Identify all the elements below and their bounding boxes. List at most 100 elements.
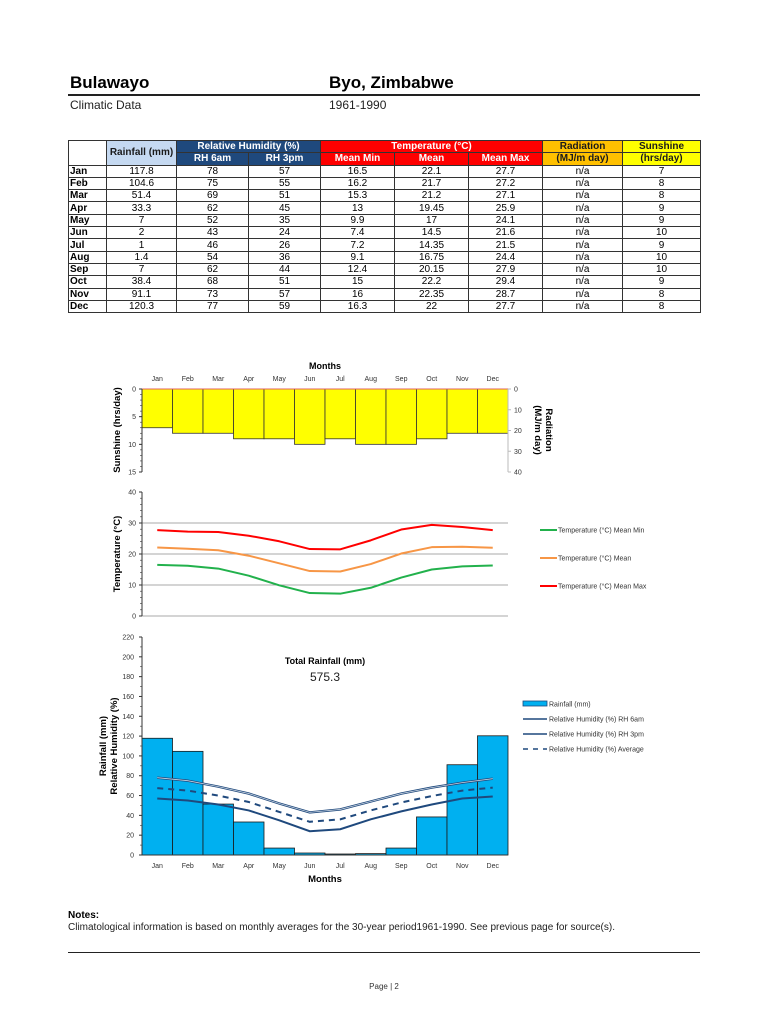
temperature-y-label: Temperature (°C) bbox=[112, 516, 123, 592]
cell-sun: 9 bbox=[622, 201, 702, 215]
sunshine-months-label: Months bbox=[309, 361, 341, 371]
cell-rain: 7 bbox=[106, 213, 177, 228]
rainfall-bar bbox=[202, 803, 234, 856]
svg-text:40: 40 bbox=[514, 470, 522, 477]
sunshine-y-ticks: 0 5 10 15 bbox=[128, 387, 142, 477]
sunshine-bar bbox=[446, 388, 478, 434]
period: 1961-1990 bbox=[329, 98, 387, 112]
sunshine-bar bbox=[416, 388, 448, 440]
legend-item: Relative Humidity (%) RH 3pm bbox=[549, 732, 644, 739]
temperature-line bbox=[157, 523, 493, 551]
rh3pm-line bbox=[157, 795, 493, 833]
rainfall-bar bbox=[416, 816, 448, 856]
cell-tmax: 24.1 bbox=[467, 213, 544, 228]
month-label: Jan bbox=[152, 863, 163, 870]
radiation-header: Radiation bbox=[542, 139, 624, 154]
sunshine-header: Sunshine bbox=[622, 139, 702, 154]
rainfall-bar bbox=[172, 750, 204, 856]
temperature-gridlines: 0 10 20 30 40 bbox=[128, 490, 508, 621]
rainfall-bar bbox=[233, 821, 265, 856]
cell-month: Jun bbox=[68, 226, 107, 240]
svg-text:5: 5 bbox=[132, 414, 136, 421]
radiation-y-ticks: 0 10 20 30 40 bbox=[508, 387, 522, 477]
total-rainfall-title: Total Rainfall (mm) bbox=[285, 656, 365, 666]
svg-text:15: 15 bbox=[128, 470, 136, 477]
month-label: Aug bbox=[365, 863, 378, 870]
month-label: Oct bbox=[426, 863, 437, 870]
temperature-line bbox=[157, 545, 493, 573]
month-label: Mar bbox=[212, 376, 225, 383]
svg-text:30: 30 bbox=[128, 521, 136, 528]
radiation-y-label-2: (MJ/m day) bbox=[532, 405, 543, 455]
table-row: Jun 2 43 24 7.4 14.5 21.6 n/a 10 bbox=[68, 226, 702, 240]
cell-sun: 8 bbox=[622, 176, 702, 191]
rainfall-bar bbox=[141, 737, 173, 856]
table-row: Jul 1 46 26 7.2 14.35 21.5 n/a 9 bbox=[68, 238, 702, 252]
rainfall-legend: Rainfall (mm) Relative Humidity (%) RH 6a… bbox=[522, 700, 644, 754]
table-row: Oct 38.4 68 51 15 22.2 29.4 n/a 9 bbox=[68, 275, 702, 289]
svg-text:10: 10 bbox=[514, 407, 522, 414]
footer-divider bbox=[68, 952, 700, 953]
table-row: Nov 91.1 73 57 16 22.35 28.7 n/a 8 bbox=[68, 287, 702, 301]
rainfall-x-label: Months bbox=[308, 874, 342, 885]
month-label: Jun bbox=[304, 863, 315, 870]
radiation-y-label-1: Radiation bbox=[543, 408, 554, 451]
month-label: Apr bbox=[243, 863, 255, 870]
table-row: Mar 51.4 69 51 15.3 21.2 27.1 n/a 8 bbox=[68, 189, 702, 203]
cell-rh3: 51 bbox=[248, 189, 321, 203]
cell-month: Apr bbox=[68, 201, 107, 215]
table-row: Feb 104.6 75 55 16.2 21.7 27.2 n/a 8 bbox=[68, 176, 702, 191]
sunshine-bars bbox=[141, 388, 509, 445]
sunshine-bar bbox=[202, 388, 234, 434]
cell-sun: 9 bbox=[622, 238, 702, 252]
cell-tmin: 15.3 bbox=[320, 189, 395, 203]
temperature-header: Temperature (°C) bbox=[319, 139, 544, 154]
cell-tmean: 21.7 bbox=[394, 176, 469, 191]
legend-item: Rainfall (mm) bbox=[549, 702, 591, 709]
sunshine-chart: Months Jan Feb Mar Apr May Jun Jul Aug Sep Oct Nov… bbox=[112, 361, 554, 477]
temperature-line bbox=[157, 563, 493, 595]
humidity-lines bbox=[157, 776, 493, 833]
sunshine-bar bbox=[477, 388, 509, 434]
city-title: Bulawayo bbox=[70, 73, 150, 92]
svg-text:60: 60 bbox=[126, 793, 134, 800]
svg-text:220: 220 bbox=[122, 635, 134, 642]
sunshine-bar bbox=[172, 388, 204, 434]
sunshine-bar bbox=[355, 388, 387, 445]
rainfall-bar bbox=[385, 847, 417, 856]
radiation-unit-header: (MJ/m day) bbox=[542, 152, 624, 166]
cell-sun: 8 bbox=[622, 299, 702, 314]
cell-sun: 7 bbox=[622, 164, 702, 178]
table-row: Sep 7 62 44 12.4 20.15 27.9 n/a 10 bbox=[68, 262, 702, 277]
tmax-header: Mean Max bbox=[467, 152, 544, 166]
month-label: Jul bbox=[336, 376, 345, 383]
month-label: Jan bbox=[152, 376, 163, 383]
month-label: Feb bbox=[182, 376, 194, 383]
svg-text:20: 20 bbox=[514, 428, 522, 435]
rainfall-y-ticks: 0 20 40 60 80 100 120 140 160 180 200 220 bbox=[122, 635, 142, 860]
cell-rh3: 26 bbox=[248, 238, 321, 252]
svg-text:20: 20 bbox=[128, 552, 136, 559]
month-label: Dec bbox=[487, 376, 500, 383]
total-rainfall-value: 575.3 bbox=[310, 670, 340, 684]
svg-text:40: 40 bbox=[128, 490, 136, 497]
cell-rad: n/a bbox=[542, 164, 624, 178]
cell-tmean: 14.35 bbox=[394, 238, 469, 252]
rainfall-month-labels: Jan Feb Mar Apr May Jun Jul Aug Sep Oct Nov Dec bbox=[152, 863, 500, 870]
svg-text:20: 20 bbox=[126, 833, 134, 840]
tmean-header: Mean bbox=[394, 152, 469, 166]
svg-text:40: 40 bbox=[126, 813, 134, 820]
rainfall-bar bbox=[477, 735, 509, 856]
svg-text:160: 160 bbox=[122, 694, 134, 701]
cell-month: Jan bbox=[68, 164, 107, 178]
temperature-chart: 0 10 20 30 40 Temperature (°C) Temperature (… bbox=[112, 490, 647, 621]
rainfall-chart: 0 20 40 60 80 100 120 140 160 180 200 220 Jan Feb Mar… bbox=[98, 635, 644, 886]
page-number: Page | 2 bbox=[369, 982, 399, 991]
sunshine-bar bbox=[141, 388, 173, 429]
month-label: Apr bbox=[243, 376, 255, 383]
cell-sun: 8 bbox=[622, 189, 702, 203]
svg-text:100: 100 bbox=[122, 753, 134, 760]
sunshine-bar bbox=[263, 388, 295, 440]
svg-text:30: 30 bbox=[514, 449, 522, 456]
cell-rain: 2 bbox=[106, 226, 177, 240]
